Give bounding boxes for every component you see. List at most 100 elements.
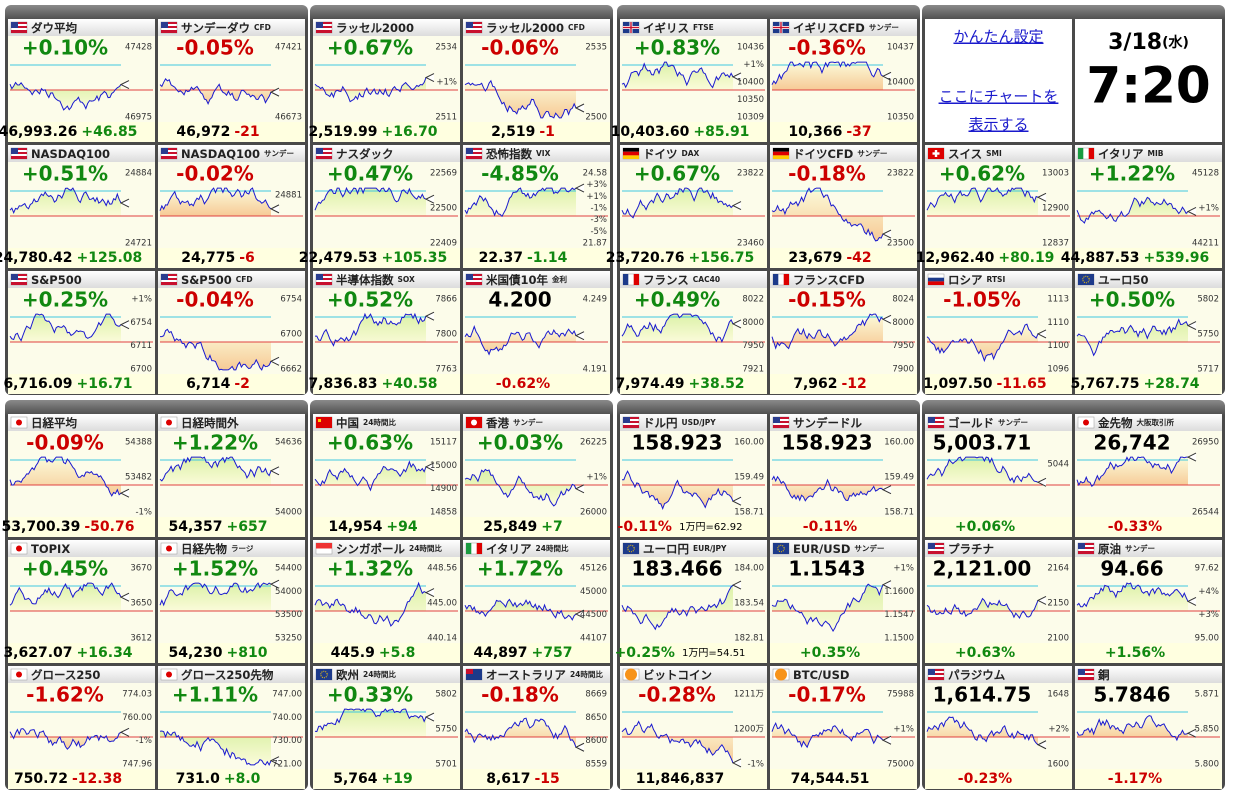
tile-name-text: パラジウム (948, 668, 1006, 682)
axis-label: -1% (590, 204, 607, 214)
tile-header (463, 271, 610, 288)
flag (316, 274, 323, 280)
sparkline (621, 187, 734, 219)
tile-header (770, 540, 917, 557)
axis-label: 760.00 (122, 713, 152, 723)
tile-head: -1.62% (26, 683, 104, 707)
flag (623, 417, 630, 423)
axis-label: 2150 (1047, 599, 1069, 609)
chart-bg (313, 36, 460, 122)
flag (928, 547, 944, 549)
tile-name-text: グロース250 (31, 668, 100, 682)
axis-label: -1% (135, 736, 152, 746)
time: 7:20 (1086, 57, 1210, 115)
tile-foot (313, 122, 460, 142)
chart-link[interactable]: 表示する (968, 116, 1028, 134)
axis-label: 53500 (275, 610, 302, 620)
tile-name: 金先物 大阪取引所 (1098, 416, 1174, 430)
foot-value: +0.63% (955, 645, 1015, 661)
price-marker (731, 201, 742, 211)
price-marker (574, 609, 585, 619)
tile-header (925, 271, 1072, 288)
flag (466, 22, 482, 24)
chart-bg (463, 288, 610, 374)
flag (773, 427, 789, 428)
tile-foot-text: 2,519.99 +16.70 (308, 124, 437, 140)
tile-name: 銅 (1097, 668, 1110, 682)
tile-foot (925, 643, 1072, 663)
tile-name: プラチナ (948, 542, 994, 556)
tile-name-text: フランスCFD (793, 273, 865, 287)
flag (466, 274, 473, 280)
tile-header (158, 19, 305, 36)
tile-foot-text: +0.06% (955, 519, 1015, 535)
tile-name-text: オーストラリア (486, 668, 566, 682)
tile-name-text: S&P500 (31, 273, 82, 287)
foot-value: 5,764 (333, 771, 378, 787)
flag (161, 156, 177, 158)
tile-name-text: TOPIX (31, 542, 70, 556)
axis-label: 1110 (1047, 318, 1069, 328)
flag (1078, 669, 1085, 675)
tile-foot-text: 23,679 -42 (788, 250, 871, 266)
sparkline (464, 598, 577, 621)
settings-link[interactable]: かんたん設定 (953, 28, 1043, 46)
foot-value: +38.52 (689, 376, 745, 392)
price-marker (1036, 595, 1047, 605)
flag (466, 158, 482, 159)
flag (466, 282, 482, 284)
axis-label: 45126 (580, 564, 607, 574)
axis-label: -1% (135, 508, 152, 518)
tile-header (313, 666, 460, 683)
tile-name: スイス SMI (948, 147, 1002, 161)
flag (928, 417, 935, 423)
sparkline-area (622, 721, 733, 763)
tile-name: 米国債10年 金利 (485, 273, 567, 287)
axis-label: 4.249 (583, 295, 607, 305)
foot-value: +0.06% (955, 519, 1015, 535)
sparkline-area (465, 326, 576, 355)
chart-link[interactable]: ここにチャートを (939, 88, 1059, 106)
tile-head: +1.72% (477, 557, 563, 581)
tile-tag: 金利 (552, 274, 567, 284)
axis-label: +1% (586, 192, 607, 202)
tile-head: -0.02% (176, 162, 254, 186)
price-marker (119, 727, 130, 737)
price-marker (881, 735, 892, 745)
flag (1078, 553, 1094, 554)
tile-tag: RTSI (987, 275, 1006, 284)
price-marker (1186, 321, 1197, 331)
tile-header (620, 145, 767, 162)
price-marker (1186, 452, 1197, 462)
tile-head: -4.85% (481, 162, 559, 186)
sparkline (159, 78, 272, 106)
tile-tag: FTSE (693, 23, 714, 32)
chart-bg (770, 431, 917, 517)
tile-header (158, 414, 305, 431)
tile-header (158, 666, 305, 683)
tile-header (158, 271, 305, 288)
sparkline-area (1077, 197, 1188, 223)
flag (161, 284, 177, 285)
tile-header (463, 19, 610, 36)
tile-foot-text: 23,720.76 +156.75 (606, 250, 755, 266)
tile-foot (158, 122, 305, 142)
tile-foot (313, 248, 460, 268)
sparkline-area (315, 461, 426, 491)
tile-head: -0.06% (481, 36, 559, 60)
tile-tag: MIB (1148, 149, 1164, 158)
axis-label: 6711 (130, 341, 152, 351)
tile-name: 日経平均 (31, 416, 77, 430)
flag (161, 274, 177, 276)
chart-bg (8, 683, 155, 769)
axis-label: 53250 (275, 634, 302, 644)
flag (316, 543, 332, 549)
foot-value: 6,714 (186, 376, 231, 392)
flag (11, 30, 27, 32)
tile-foot-text: -0.62% (496, 376, 550, 392)
flag (466, 30, 482, 32)
foot-value: +539.96 (1144, 250, 1210, 266)
tile-name-text: 中国 (336, 416, 359, 430)
tile-name: S&P500 (31, 273, 82, 287)
